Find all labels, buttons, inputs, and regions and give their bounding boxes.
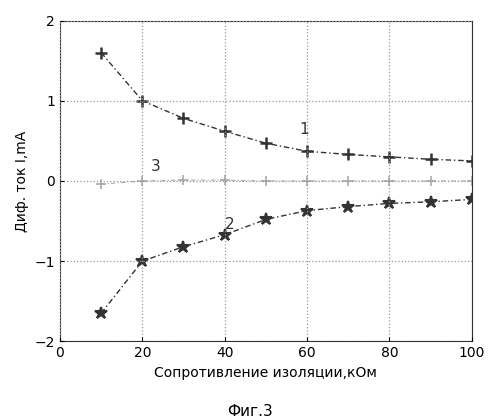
Text: 3: 3	[150, 158, 160, 173]
Y-axis label: Диф. ток I,mA: Диф. ток I,mA	[15, 130, 29, 231]
Text: Фиг.3: Фиг.3	[227, 404, 273, 419]
Text: 1: 1	[299, 122, 308, 137]
Text: 2: 2	[224, 217, 234, 232]
X-axis label: Сопротивление изоляции,кОм: Сопротивление изоляции,кОм	[154, 366, 378, 380]
